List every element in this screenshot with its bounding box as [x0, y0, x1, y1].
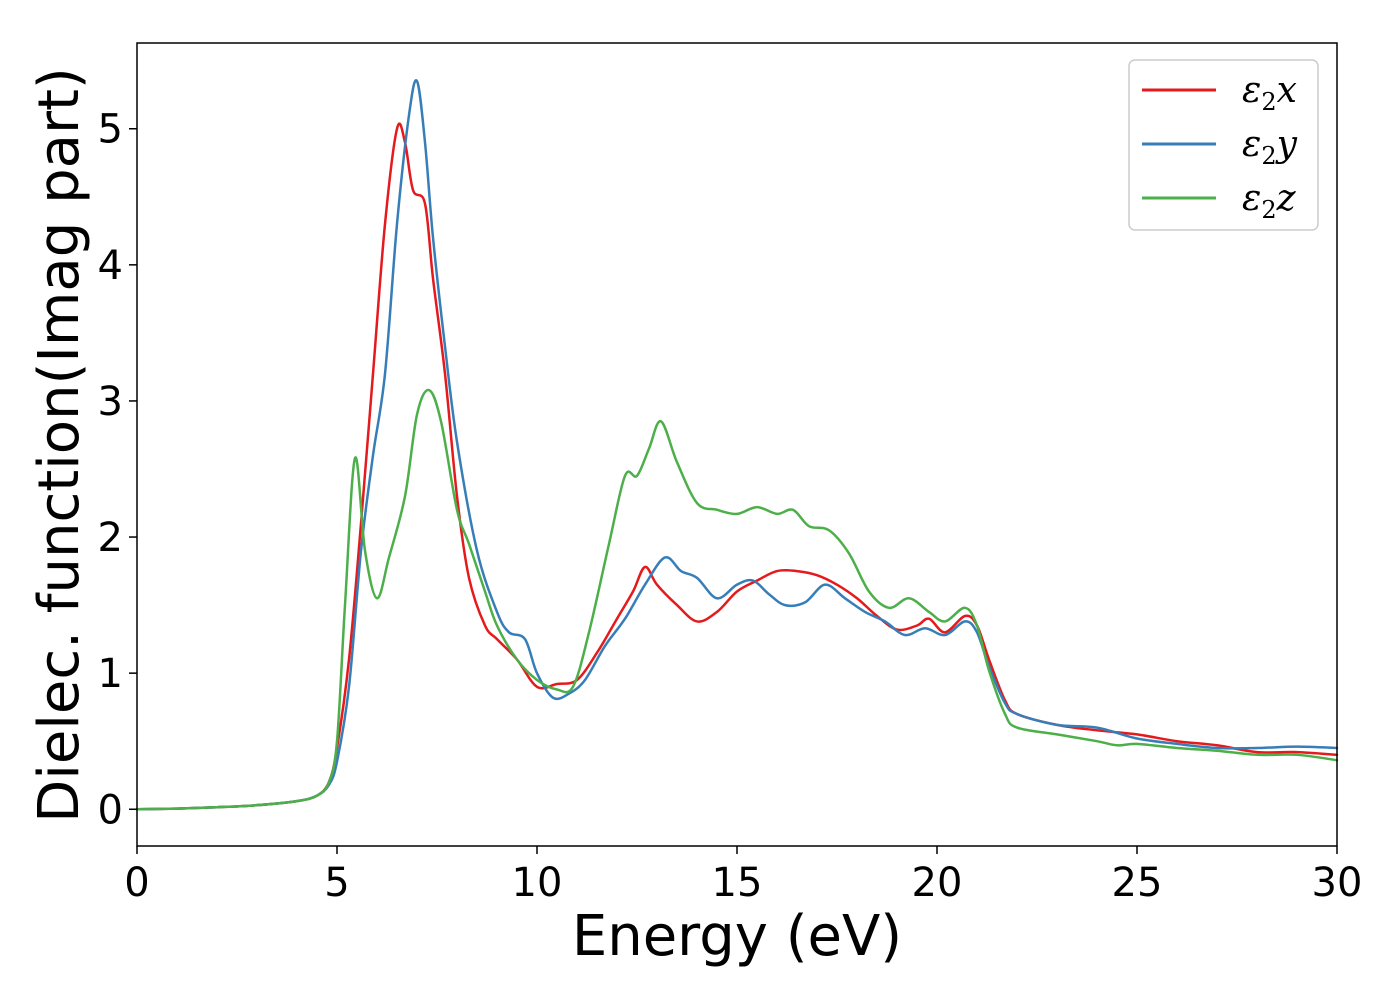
- legend: ε2x ε2y ε2z: [1128, 59, 1319, 231]
- y-tick-label: 3: [98, 379, 123, 425]
- x-tick-label: 25: [1112, 860, 1163, 906]
- series-line-z: [135, 388, 1339, 811]
- y-tick-label: 5: [98, 107, 123, 153]
- y-tick-label: 2: [98, 515, 123, 561]
- series-line-x: [135, 122, 1339, 811]
- y-tick-label: 1: [98, 651, 123, 697]
- x-axis: 0 5 10 15 20 25 30: [124, 846, 1362, 906]
- y-tick-label: 4: [98, 243, 123, 289]
- y-axis: 0 1 2 3 4 5: [98, 107, 137, 833]
- x-tick-label: 10: [512, 860, 563, 906]
- x-tick-label: 30: [1312, 860, 1363, 906]
- series-layer: [135, 79, 1339, 811]
- legend-label-y: ε2y: [1242, 124, 1298, 170]
- legend-label-x: ε2x: [1242, 70, 1297, 116]
- legend-box: [1128, 59, 1319, 231]
- legend-label-z: ε2z: [1242, 178, 1297, 224]
- x-axis-title: Energy (eV): [572, 904, 902, 969]
- x-tick-label: 0: [124, 860, 149, 906]
- x-tick-label: 15: [712, 860, 763, 906]
- y-axis-title: Dielec. function(Imag part): [27, 67, 92, 823]
- x-tick-label: 20: [912, 860, 963, 906]
- y-tick-label: 0: [98, 787, 123, 833]
- x-tick-label: 5: [324, 860, 349, 906]
